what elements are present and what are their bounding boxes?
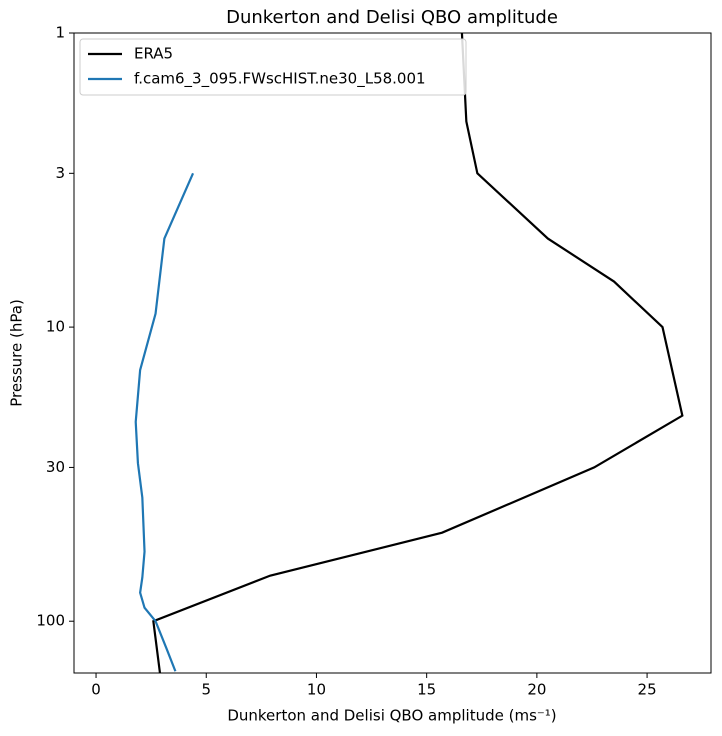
legend-label: ERA5 bbox=[134, 45, 173, 63]
series-line bbox=[152, 32, 684, 674]
x-tick-label: 20 bbox=[527, 681, 546, 699]
y-axis-label: Pressure (hPa) bbox=[8, 299, 26, 407]
plot-frame bbox=[73, 32, 712, 674]
series-line bbox=[134, 172, 195, 672]
x-tick-label: 15 bbox=[417, 681, 436, 699]
x-tick-label: 0 bbox=[91, 681, 101, 699]
legend-label: f.cam6_3_095.FWscHIST.ne30_L58.001 bbox=[134, 70, 426, 89]
x-tick-label: 25 bbox=[638, 681, 657, 699]
y-tick-label: 1 bbox=[55, 24, 65, 42]
x-tick-label: 5 bbox=[201, 681, 211, 699]
y-tick-label: 30 bbox=[46, 458, 65, 476]
y-tick-label: 3 bbox=[55, 164, 65, 182]
x-tick-label: 10 bbox=[307, 681, 326, 699]
legend-box bbox=[79, 38, 467, 96]
x-axis-label: Dunkerton and Delisi QBO amplitude (ms⁻¹… bbox=[227, 707, 556, 725]
y-tick-label: 10 bbox=[46, 318, 65, 336]
chart-title: Dunkerton and Delisi QBO amplitude bbox=[226, 7, 558, 28]
y-tick-label: 100 bbox=[36, 612, 65, 630]
